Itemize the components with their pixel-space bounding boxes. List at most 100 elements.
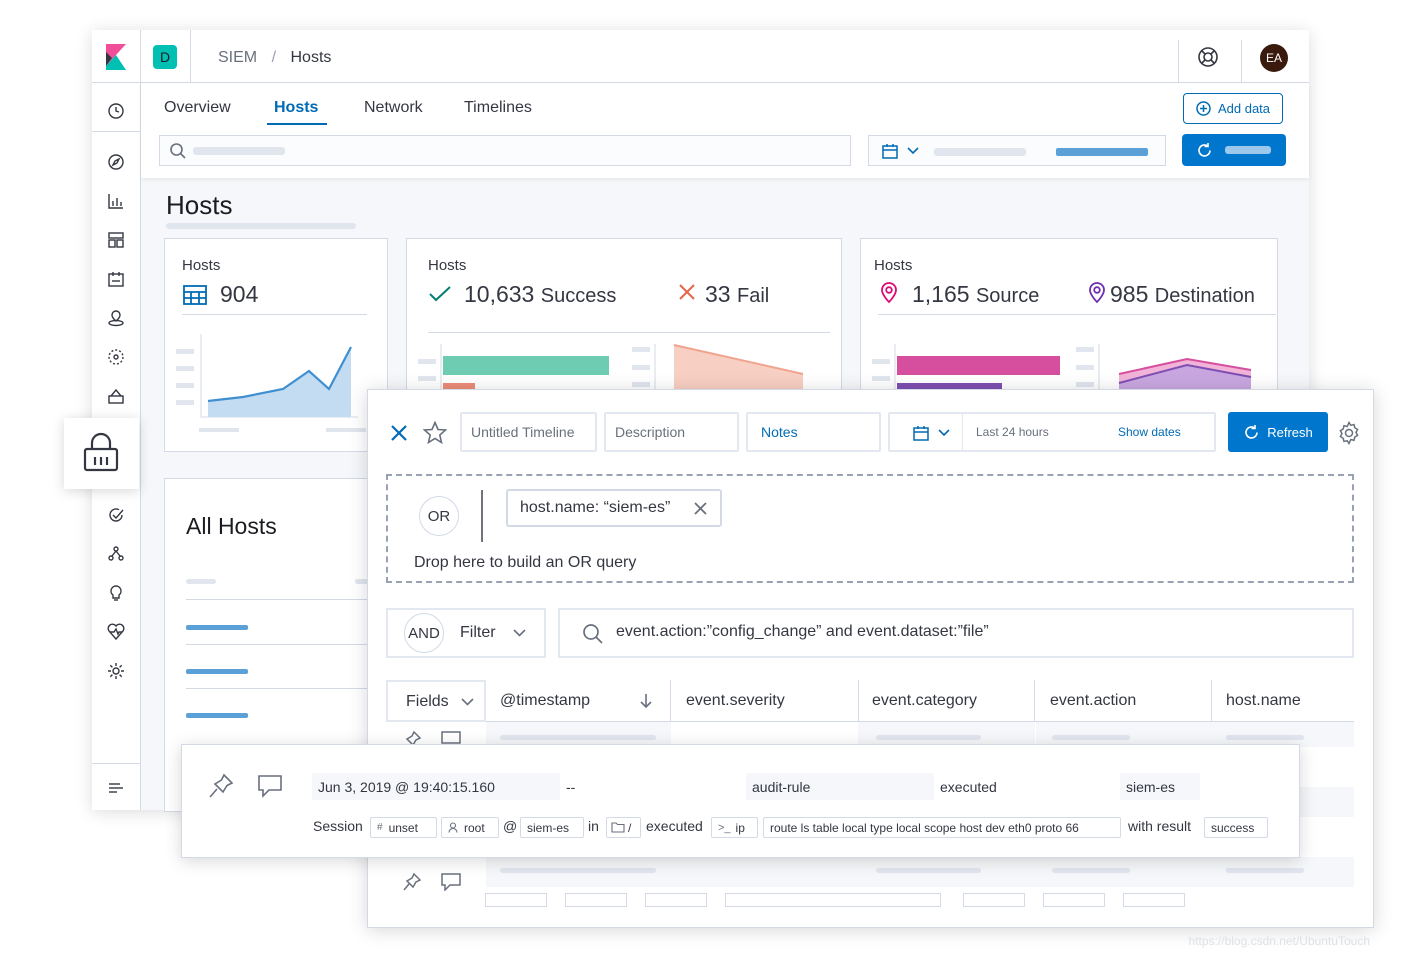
pin-icon[interactable] [402,872,422,892]
drop-hint: Drop here to build an OR query [414,554,637,571]
data-providers-dropzone[interactable]: OR host.name: “siem-es” Drop here to bui… [386,474,1354,583]
result-value: success [1211,820,1255,835]
column-header-action[interactable]: event.action [1036,680,1212,722]
timeline-event-row[interactable]: Jun 3, 2019 @ 19:40:15.160 -- audit-rule… [181,744,1300,858]
maps-icon[interactable] [106,308,126,328]
page-title: Hosts [166,190,233,220]
auth-fail: 33 Fail [705,281,769,308]
ips-destination: 985 Destination [1110,281,1255,308]
search-icon [170,143,186,159]
timeline-description-input[interactable]: Description [604,412,739,452]
timeline-refresh-button[interactable]: Refresh [1228,412,1328,452]
cross-icon [679,284,695,300]
sort-arrow-down-icon[interactable] [640,693,652,709]
siem-subheader: Overview Hosts Network Timelines Add dat… [141,83,1309,178]
close-icon[interactable] [694,502,707,515]
kibana-logo-icon[interactable] [104,44,128,70]
directory-badge[interactable]: / [606,817,641,838]
dashboard-icon[interactable] [106,230,126,250]
infrastructure-icon[interactable] [106,386,126,406]
chevron-down-icon [461,698,474,706]
machine-learning-icon[interactable] [106,347,126,367]
comment-icon[interactable] [258,775,282,799]
with-result-text: with result [1128,818,1192,834]
breadcrumb-siem[interactable]: SIEM [218,49,258,66]
recently-viewed-icon[interactable] [106,101,126,121]
breadcrumb: SIEM / Hosts [218,49,331,67]
comment-icon[interactable] [441,731,461,746]
close-icon[interactable] [390,424,408,442]
and-badge: AND [404,613,444,653]
dev-tools-icon[interactable] [106,583,126,603]
breadcrumb-hosts: Hosts [290,49,332,66]
column-header-severity[interactable]: event.severity [672,680,859,722]
visualize-icon[interactable] [106,191,126,211]
comment-icon[interactable] [441,873,461,891]
uptime-icon[interactable] [106,505,126,525]
settings-gear-icon[interactable] [1337,421,1361,445]
notes-label: Notes [761,424,798,440]
column-header-category[interactable]: event.category [858,680,1035,722]
discover-icon[interactable] [106,152,126,172]
top-header: D SIEM / Hosts EA [92,30,1309,83]
graph-icon[interactable] [106,544,126,564]
pin-icon[interactable] [208,773,234,799]
column-timestamp-label: @timestamp [500,692,591,709]
add-filter-button[interactable]: AND Filter [386,608,546,658]
query-text: event.action:”config_change” and event.d… [616,623,989,640]
auth-card-title: Hosts [428,257,467,274]
user-badge[interactable]: root [441,817,499,838]
tab-overview[interactable]: Overview [164,99,231,116]
kql-search-input[interactable] [159,135,851,166]
tab-timelines[interactable]: Timelines [464,99,532,116]
refresh-icon [1198,143,1211,157]
column-header-timestamp[interactable]: @timestamp [486,680,671,722]
tab-network[interactable]: Network [364,99,423,116]
ips-source-value: 1,165 [912,281,970,307]
ips-source: 1,165 Source [912,281,1039,308]
date-picker[interactable] [868,135,1166,166]
lock-card[interactable] [64,418,139,489]
monitoring-icon[interactable] [106,622,126,642]
notes-button[interactable]: Notes [746,412,881,452]
chevron-down-icon [938,429,950,437]
lock-icon [83,432,119,472]
column-header-host[interactable]: host.name [1212,680,1354,722]
folder-icon [611,822,625,833]
all-hosts-title: All Hosts [186,513,277,539]
show-dates-link[interactable]: Show dates [1118,425,1181,439]
args-value: route ls table local type local scope ho… [770,820,1079,835]
auth-fail-value: 33 [705,281,731,307]
query-refresh-button[interactable] [1182,134,1286,166]
date-range-label[interactable]: Last 24 hours [976,425,1049,439]
refresh-icon [1245,424,1259,439]
help-icon[interactable] [1197,46,1219,73]
canvas-icon[interactable] [106,269,126,289]
add-data-button[interactable]: Add data [1183,93,1283,124]
collapse-menu-icon[interactable] [106,778,126,798]
result-badge[interactable]: success [1204,817,1268,838]
args-badge[interactable]: route ls table local type local scope ho… [763,817,1121,838]
management-gear-icon[interactable] [106,661,126,681]
hosts-count-card: Hosts 904 [164,238,388,452]
session-id-badge[interactable]: # unset [370,817,437,838]
destination-map-pin-icon [1089,282,1105,304]
favorite-star-icon[interactable] [423,421,447,444]
fields-button[interactable]: Fields [386,680,486,722]
event-severity: -- [566,778,576,795]
timeline-date-picker[interactable]: Last 24 hours Show dates [888,412,1216,452]
timeline-description-placeholder: Description [615,424,686,440]
user-avatar[interactable]: EA [1260,44,1288,72]
process-badge[interactable]: >_ ip [711,817,758,838]
column-host-label: host.name [1226,692,1301,709]
provider-pill[interactable]: host.name: “siem-es” [506,489,722,527]
space-badge[interactable]: D [153,45,177,69]
search-icon [583,624,603,644]
host-badge[interactable]: siem-es [520,817,584,838]
timeline-title-input[interactable]: Untitled Timeline [460,412,597,452]
hosts-area-chart [176,334,366,432]
timeline-query-input[interactable]: event.action:”config_change” and event.d… [558,608,1354,658]
auth-success: 10,633 Success [464,281,616,308]
tab-hosts[interactable]: Hosts [274,99,319,116]
auth-success-label: Success [540,285,617,307]
